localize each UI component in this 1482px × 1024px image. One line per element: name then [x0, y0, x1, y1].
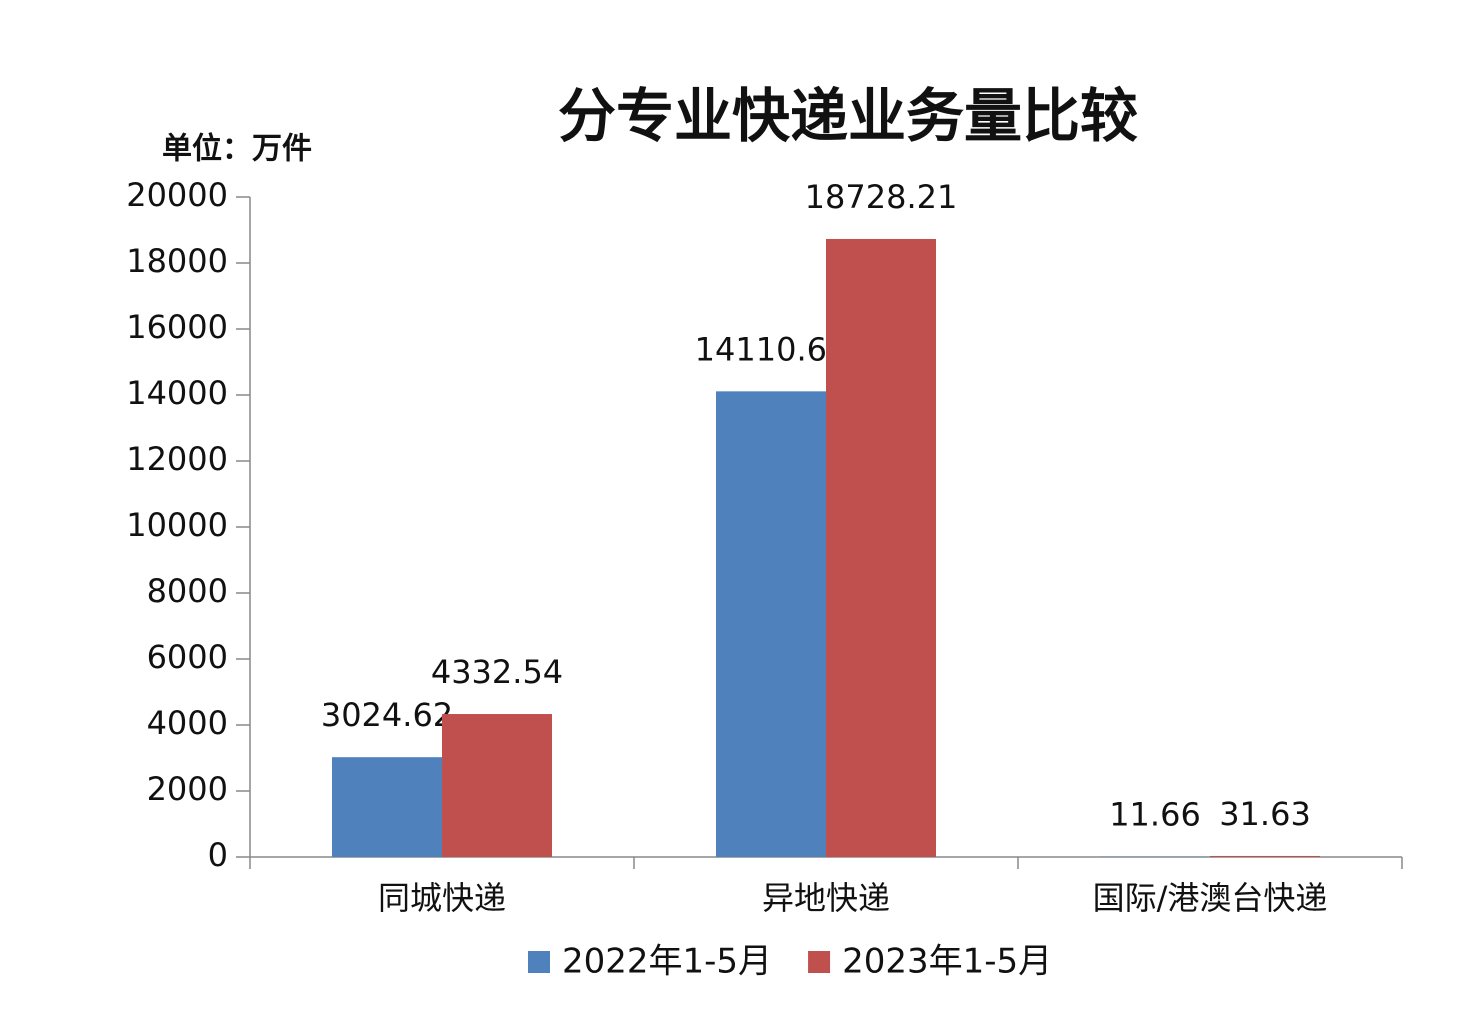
legend-label: 2022年1-5月: [562, 942, 772, 982]
value-label: 18728.21: [805, 178, 958, 216]
value-label: 14110.69: [695, 330, 848, 368]
unit-label: 单位：万件: [162, 132, 312, 167]
legend-swatch: [808, 951, 831, 973]
legend-swatch: [528, 951, 550, 973]
value-label: 11.66: [1109, 796, 1201, 834]
y-tick-label: 6000: [147, 638, 228, 676]
y-tick-label: 10000: [126, 506, 228, 544]
x-tick-label: 国际/港澳台快递: [1093, 879, 1328, 917]
bar: [716, 391, 826, 857]
y-tick-label: 4000: [147, 704, 228, 742]
y-tick-label: 16000: [126, 308, 228, 346]
y-tick-label: 12000: [126, 440, 228, 478]
bar: [826, 238, 936, 858]
bar: [332, 757, 442, 857]
chart-title: 分专业快递业务量比较: [558, 82, 1138, 150]
value-label: 4332.54: [431, 653, 563, 691]
y-tick-label: 0: [208, 836, 228, 874]
y-tick-label: 14000: [126, 374, 228, 412]
value-label: 31.63: [1219, 795, 1311, 833]
value-label: 3024.62: [321, 696, 453, 734]
y-tick-label: 2000: [147, 770, 228, 808]
y-tick-label: 18000: [126, 242, 228, 280]
bar: [442, 714, 552, 857]
x-tick-label: 同城快递: [378, 879, 506, 917]
bar: [1210, 855, 1320, 857]
y-tick-label: 20000: [126, 176, 228, 214]
y-tick-label: 8000: [147, 572, 228, 610]
legend-label: 2023年1-5月: [842, 942, 1052, 982]
x-tick-label: 异地快递: [762, 879, 890, 917]
